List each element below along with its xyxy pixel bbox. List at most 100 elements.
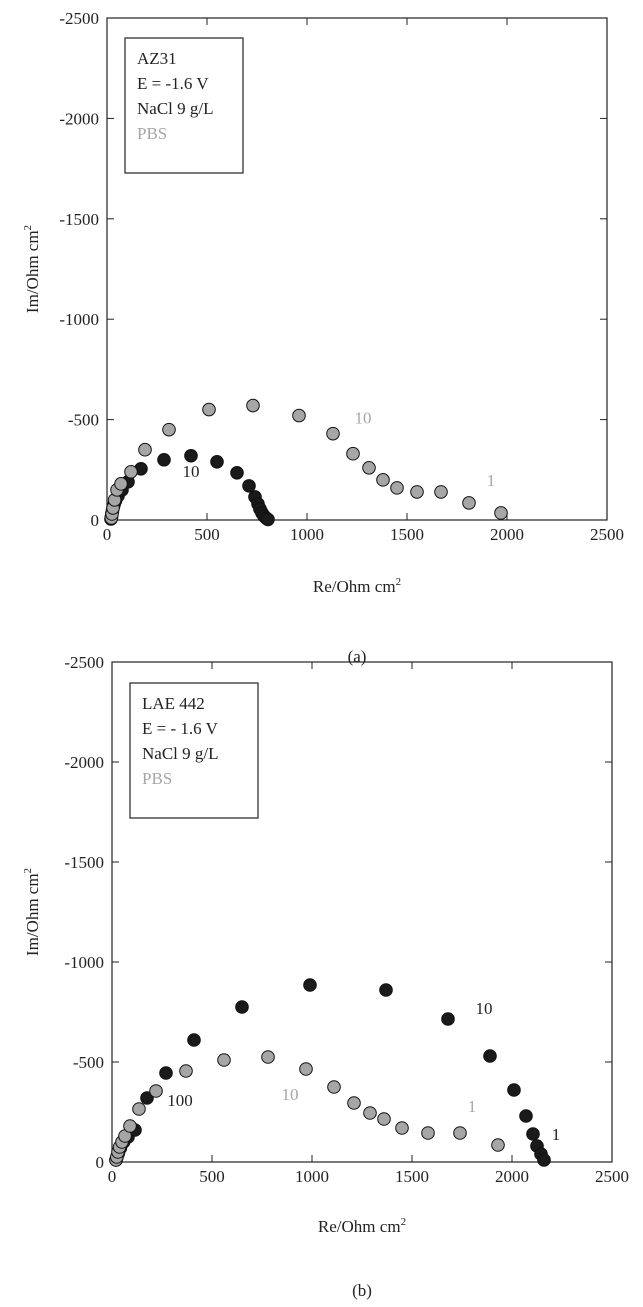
y-axis-label: Im/Ohm cm2 <box>22 225 42 313</box>
data-point <box>246 398 260 413</box>
data-point <box>483 1049 497 1063</box>
data-point <box>132 1102 146 1116</box>
x-tick-label: 1000 <box>295 1167 329 1186</box>
frequency-annotation: 1 <box>552 1125 561 1144</box>
data-point <box>519 1109 533 1123</box>
data-point <box>462 496 476 510</box>
data-point <box>299 1062 313 1076</box>
data-point <box>261 512 275 527</box>
x-tick-label: 2500 <box>595 1167 629 1186</box>
legend-box <box>129 682 259 819</box>
data-point <box>491 1138 505 1152</box>
data-point <box>303 978 317 992</box>
legend-entry: PBS <box>137 124 167 143</box>
data-point <box>410 485 424 499</box>
data-point <box>202 402 216 417</box>
data-point <box>363 1106 377 1120</box>
y-tick-label: -1500 <box>59 210 99 229</box>
data-point <box>362 460 376 475</box>
x-axis-label-text: Re/Ohm cm <box>313 577 396 596</box>
y-tick-label: -500 <box>68 411 99 430</box>
x-tick-label: 1500 <box>395 1167 429 1186</box>
data-point <box>434 485 448 499</box>
data-point <box>138 442 152 457</box>
y-axis-label-sup: 2 <box>22 868 34 874</box>
y-axis-label: Im/Ohm cm2 <box>22 868 42 956</box>
frequency-annotation: 100 <box>167 1091 193 1110</box>
x-tick-label: 0 <box>108 1167 117 1186</box>
data-point <box>217 1053 231 1067</box>
x-tick-label: 2000 <box>490 525 524 544</box>
y-tick-label: -1000 <box>59 310 99 329</box>
y-tick-label: -2000 <box>64 753 104 772</box>
legend-entry: PBS <box>142 769 172 788</box>
frequency-annotation: 10 <box>183 462 200 481</box>
x-axis-label: Re/Ohm cm2 <box>318 1216 406 1236</box>
frequency-annotation: 10 <box>355 409 372 428</box>
panel-b: 0 500 1000 1500 2000 2500 0 -500 -1000 -1500 -2000… <box>22 653 629 1300</box>
data-point <box>390 481 404 495</box>
y-tick-label: -2500 <box>64 653 104 672</box>
frequency-annotation: 1 <box>468 1097 477 1116</box>
y-tick-label: 0 <box>91 511 100 530</box>
y-tick-label: -1000 <box>64 953 104 972</box>
data-point <box>379 983 393 997</box>
data-point <box>377 1112 391 1126</box>
y-tick-label: 0 <box>96 1153 105 1172</box>
frequency-annotation: 1 <box>487 471 496 490</box>
panel-label: (a) <box>348 647 367 666</box>
y-tick-label: -2500 <box>59 9 99 28</box>
legend-entry: E = -1.6 V <box>137 74 209 93</box>
data-point <box>537 1153 551 1167</box>
data-point <box>326 426 340 441</box>
data-point <box>179 1064 193 1078</box>
data-point <box>376 473 390 487</box>
data-point <box>235 1000 249 1014</box>
legend-entry: NaCl 9 g/L <box>137 99 214 118</box>
data-point <box>395 1121 409 1135</box>
x-tick-label: 500 <box>199 1167 225 1186</box>
legend-entry: NaCl 9 g/L <box>142 744 219 763</box>
data-point <box>347 1096 361 1110</box>
data-point <box>123 1119 137 1133</box>
data-point <box>149 1084 163 1098</box>
x-tick-label: 1000 <box>290 525 324 544</box>
y-tick-label: -500 <box>73 1053 104 1072</box>
panel-a: 0 500 1000 1500 2000 2500 0 -500 -1000 -1500 -2000… <box>22 9 624 666</box>
data-point <box>327 1080 341 1094</box>
x-tick-label: 0 <box>103 525 112 544</box>
data-point <box>187 1033 201 1047</box>
series-pbs <box>104 398 508 525</box>
x-axis-label-sup: 2 <box>401 1216 407 1228</box>
y-axis-label-text: Im/Ohm cm <box>23 230 42 313</box>
data-point <box>140 1091 154 1105</box>
x-axis-label-text: Re/Ohm cm <box>318 1217 401 1236</box>
data-point <box>210 454 224 469</box>
data-point <box>242 479 256 493</box>
x-tick-label: 1500 <box>390 525 424 544</box>
data-point <box>124 465 138 479</box>
legend-entry: LAE 442 <box>142 694 205 713</box>
data-point <box>159 1066 173 1080</box>
data-point <box>346 446 360 461</box>
y-axis-label-sup: 2 <box>22 225 34 231</box>
y-tick-label: -2000 <box>59 109 99 128</box>
y-axis-label-text: Im/Ohm cm <box>23 873 42 956</box>
data-point <box>261 1050 275 1064</box>
data-point <box>526 1127 540 1141</box>
legend: LAE 442 E = - 1.6 V NaCl 9 g/L PBS <box>129 682 259 819</box>
legend-entry: E = - 1.6 V <box>142 719 219 738</box>
plot-frame <box>106 17 608 521</box>
legend: AZ31 E = -1.6 V NaCl 9 g/L PBS <box>124 37 244 174</box>
data-point <box>453 1126 467 1140</box>
plot-frame <box>111 661 613 1163</box>
data-point <box>441 1012 455 1026</box>
x-axis-label-sup: 2 <box>396 576 402 588</box>
data-point <box>421 1126 435 1140</box>
data-point <box>162 422 176 437</box>
x-tick-label: 2000 <box>495 1167 529 1186</box>
data-point <box>157 452 171 467</box>
x-tick-label: 500 <box>194 525 220 544</box>
x-tick-label: 2500 <box>590 525 624 544</box>
